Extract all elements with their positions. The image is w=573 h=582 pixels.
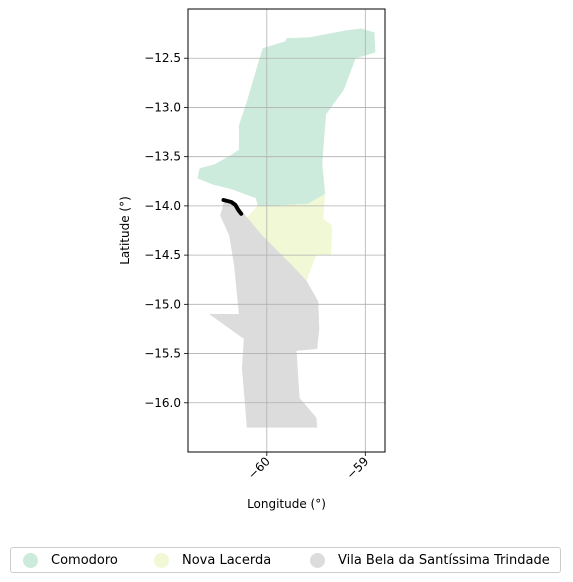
x-tick-label: −60 — [245, 454, 273, 482]
y-tick-label: −13.0 — [144, 100, 181, 114]
y-tick-label: −15.5 — [144, 347, 181, 361]
x-tick-label: −59 — [344, 454, 372, 482]
y-axis-label: Latitude (°) — [118, 196, 132, 265]
legend-swatch — [23, 553, 38, 568]
y-tick-label: −14.0 — [144, 199, 181, 213]
y-tick-label: −13.5 — [144, 150, 181, 164]
legend-item-comodoro: Comodoro — [23, 548, 118, 572]
y-tick-label: −12.5 — [144, 51, 181, 65]
legend-swatch — [310, 553, 325, 568]
map-figure: −60 −59 −12.5 −13.0 −13.5 −14.0 −14.5 −15.0 −15.… — [0, 0, 573, 540]
y-tick-label: −16.0 — [144, 396, 181, 410]
legend-swatch — [154, 553, 169, 568]
legend-label: Nova Lacerda — [182, 553, 271, 568]
y-tick-label: −15.0 — [144, 297, 181, 311]
regions — [198, 29, 375, 428]
legend-item-vila-bela: Vila Bela da Santíssima Trindade — [310, 548, 550, 572]
y-tick-label: −14.5 — [144, 248, 181, 262]
legend-label: Vila Bela da Santíssima Trindade — [338, 553, 550, 568]
region-comodoro — [198, 29, 375, 206]
legend-label: Comodoro — [51, 553, 118, 568]
x-axis-label: Longitude (°) — [247, 497, 326, 511]
legend: Comodoro Nova Lacerda Vila Bela da Santí… — [10, 547, 561, 573]
legend-item-nova-lacerda: Nova Lacerda — [154, 548, 271, 572]
